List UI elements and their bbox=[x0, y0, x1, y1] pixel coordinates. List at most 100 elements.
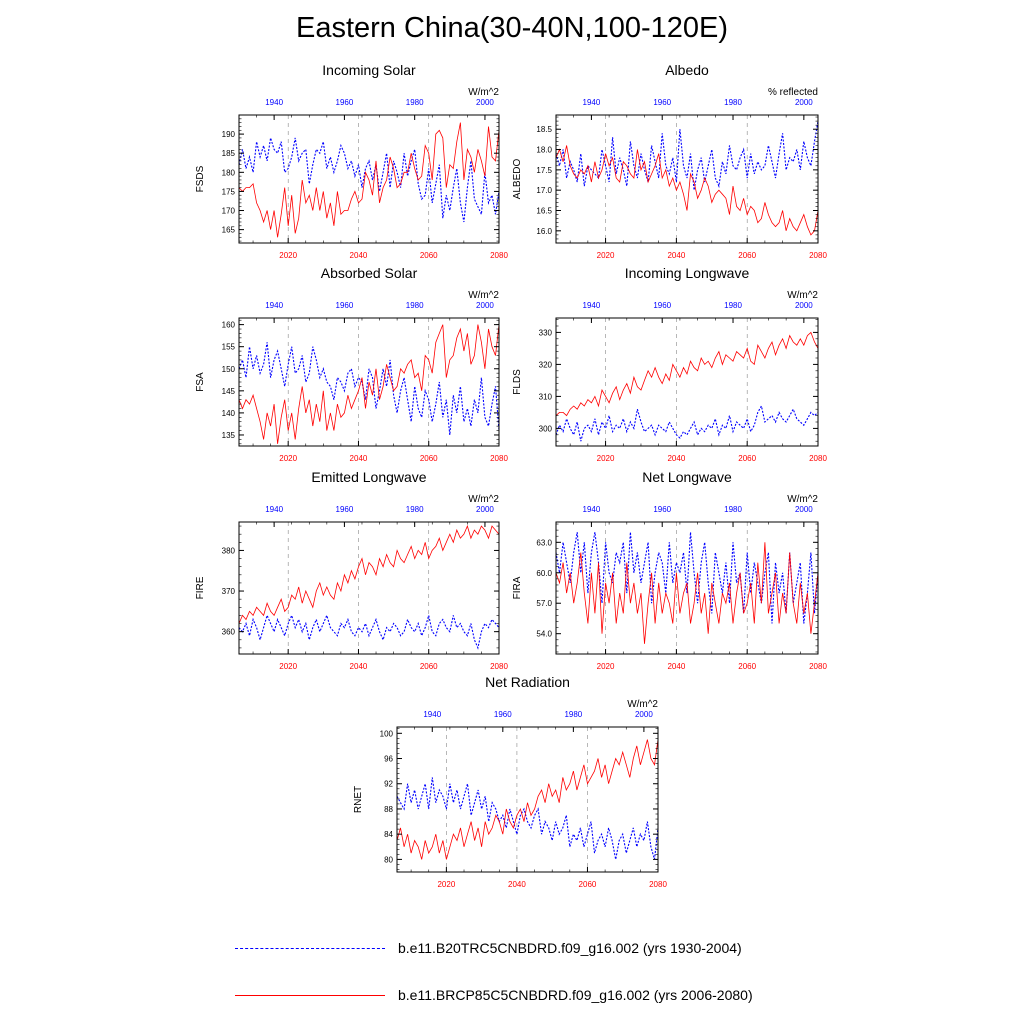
x-tick-label-top: 1960 bbox=[336, 98, 354, 107]
y-tick-label: 360 bbox=[222, 628, 236, 637]
units-label: W/m^2 bbox=[627, 699, 658, 710]
panel-title: Absorbed Solar bbox=[321, 265, 418, 281]
x-tick-label-top: 1960 bbox=[336, 505, 354, 514]
y-tick-label: 18.0 bbox=[536, 146, 552, 155]
panel-title: Incoming Solar bbox=[322, 62, 416, 78]
series-line-historical bbox=[555, 404, 819, 442]
x-tick-label-top: 1940 bbox=[583, 98, 601, 107]
y-axis-label: FSDS bbox=[195, 165, 206, 192]
panel-fire: Emitted Longwave W/m^2 360 370 380 FIRE 2020 20… bbox=[195, 469, 508, 671]
panel-title: Emitted Longwave bbox=[311, 469, 426, 485]
series-line-historical bbox=[555, 121, 819, 191]
x-tick-label-top: 2000 bbox=[635, 710, 653, 719]
x-tick-label-top: 2000 bbox=[795, 505, 813, 514]
x-tick-label-top: 1960 bbox=[653, 301, 671, 310]
x-tick-label-top: 1940 bbox=[265, 505, 283, 514]
x-tick-label-top: 1980 bbox=[406, 505, 424, 514]
y-tick-label: 17.0 bbox=[536, 186, 552, 195]
y-axis-label: FLDS bbox=[512, 369, 523, 395]
legend-line-future bbox=[235, 995, 385, 996]
units-label: W/m^2 bbox=[787, 290, 818, 301]
figure-title: Eastern China(30-40N,100-120E) bbox=[295, 12, 729, 44]
panel-title: Albedo bbox=[665, 62, 709, 78]
x-tick-label-top: 1960 bbox=[494, 710, 512, 719]
x-tick-label-bottom: 2060 bbox=[738, 662, 756, 671]
x-tick-label-bottom: 2080 bbox=[809, 251, 827, 260]
y-tick-label: 310 bbox=[539, 392, 553, 401]
x-tick-label-bottom: 2080 bbox=[490, 251, 508, 260]
y-tick-label: 160 bbox=[222, 321, 236, 330]
y-axis-label: FIRA bbox=[512, 576, 523, 599]
panel-title: Net Longwave bbox=[642, 469, 732, 485]
y-tick-label: 380 bbox=[222, 546, 236, 555]
series-line-historical bbox=[238, 613, 500, 650]
plot-frame bbox=[555, 114, 819, 244]
x-tick-label-bottom: 2040 bbox=[667, 662, 685, 671]
x-tick-label-top: 1960 bbox=[653, 98, 671, 107]
x-tick-label-bottom: 2080 bbox=[649, 880, 667, 889]
panel-albedo: Albedo % reflected 16.0 16.5 17.0 17.5 18.0 18.… bbox=[512, 62, 827, 260]
x-tick-label-top: 1940 bbox=[423, 710, 441, 719]
plot-frame bbox=[555, 317, 819, 447]
y-axis-label: FSA bbox=[195, 372, 206, 392]
x-tick-label-top: 1940 bbox=[265, 301, 283, 310]
x-tick-label-bottom: 2020 bbox=[279, 454, 297, 463]
y-tick-label: 170 bbox=[222, 207, 236, 216]
x-tick-label-bottom: 2080 bbox=[809, 662, 827, 671]
panel-title: Incoming Longwave bbox=[625, 265, 750, 281]
x-tick-label-top: 2000 bbox=[476, 505, 494, 514]
x-tick-label-bottom: 2040 bbox=[350, 662, 368, 671]
y-tick-label: 54.0 bbox=[536, 630, 552, 639]
legend-label-historical: b.e11.B20TRC5CNBDRD.f09_g16.002 (yrs 193… bbox=[398, 940, 742, 956]
x-tick-label-bottom: 2020 bbox=[279, 251, 297, 260]
x-tick-label-bottom: 2080 bbox=[490, 662, 508, 671]
units-label: W/m^2 bbox=[468, 494, 499, 505]
units-label: W/m^2 bbox=[468, 290, 499, 301]
x-tick-label-bottom: 2020 bbox=[597, 662, 615, 671]
y-tick-label: 16.0 bbox=[536, 227, 552, 236]
x-tick-label-top: 2000 bbox=[795, 98, 813, 107]
x-tick-label-bottom: 2040 bbox=[667, 251, 685, 260]
x-tick-label-bottom: 2060 bbox=[420, 662, 438, 671]
x-tick-label-top: 1940 bbox=[583, 505, 601, 514]
units-label: W/m^2 bbox=[468, 87, 499, 98]
y-tick-label: 145 bbox=[222, 387, 236, 396]
y-tick-label: 175 bbox=[222, 187, 236, 196]
x-tick-label-top: 1960 bbox=[653, 505, 671, 514]
y-tick-label: 135 bbox=[222, 431, 236, 440]
series-line-future bbox=[555, 542, 819, 644]
legend-line-historical bbox=[235, 948, 385, 949]
y-axis-label: FIRE bbox=[195, 576, 206, 599]
x-tick-label-top: 1980 bbox=[406, 98, 424, 107]
y-tick-label: 18.5 bbox=[536, 125, 552, 134]
series-line-future bbox=[555, 145, 819, 236]
x-tick-label-bottom: 2020 bbox=[597, 251, 615, 260]
plot-frame bbox=[396, 726, 659, 873]
series-line-historical bbox=[238, 342, 500, 436]
units-label: W/m^2 bbox=[787, 494, 818, 505]
x-tick-label-top: 1980 bbox=[724, 301, 742, 310]
series-line-future bbox=[238, 122, 500, 238]
units-label: % reflected bbox=[768, 87, 818, 98]
plot-frame bbox=[238, 521, 500, 655]
x-tick-label-top: 1940 bbox=[265, 98, 283, 107]
x-tick-label-top: 1940 bbox=[583, 301, 601, 310]
panel-fsa: Absorbed Solar W/m^2 135 140 145 150 155 160 FSA… bbox=[195, 265, 508, 463]
x-tick-label-top: 2000 bbox=[476, 301, 494, 310]
legend-label-future: b.e11.BRCP85C5CNBDRD.f09_g16.002 (yrs 20… bbox=[398, 987, 753, 1003]
x-tick-label-bottom: 2080 bbox=[490, 454, 508, 463]
y-tick-label: 190 bbox=[222, 130, 236, 139]
y-tick-label: 320 bbox=[539, 360, 553, 369]
series-line-future bbox=[238, 524, 500, 624]
panel-fira: Net Longwave W/m^2 54.0 57.0 60.0 63.0 FIRA 202… bbox=[512, 469, 827, 671]
y-tick-label: 96 bbox=[384, 755, 393, 764]
panel-fsds: Incoming Solar W/m^2 165 170 175 180 185 190 FSD… bbox=[195, 62, 508, 260]
x-tick-label-top: 1980 bbox=[564, 710, 582, 719]
panel-title: Net Radiation bbox=[485, 674, 570, 690]
x-tick-label-top: 1980 bbox=[406, 301, 424, 310]
y-tick-label: 92 bbox=[384, 780, 393, 789]
y-tick-label: 180 bbox=[222, 168, 236, 177]
y-tick-label: 100 bbox=[380, 729, 394, 738]
plot-frame bbox=[238, 114, 500, 244]
